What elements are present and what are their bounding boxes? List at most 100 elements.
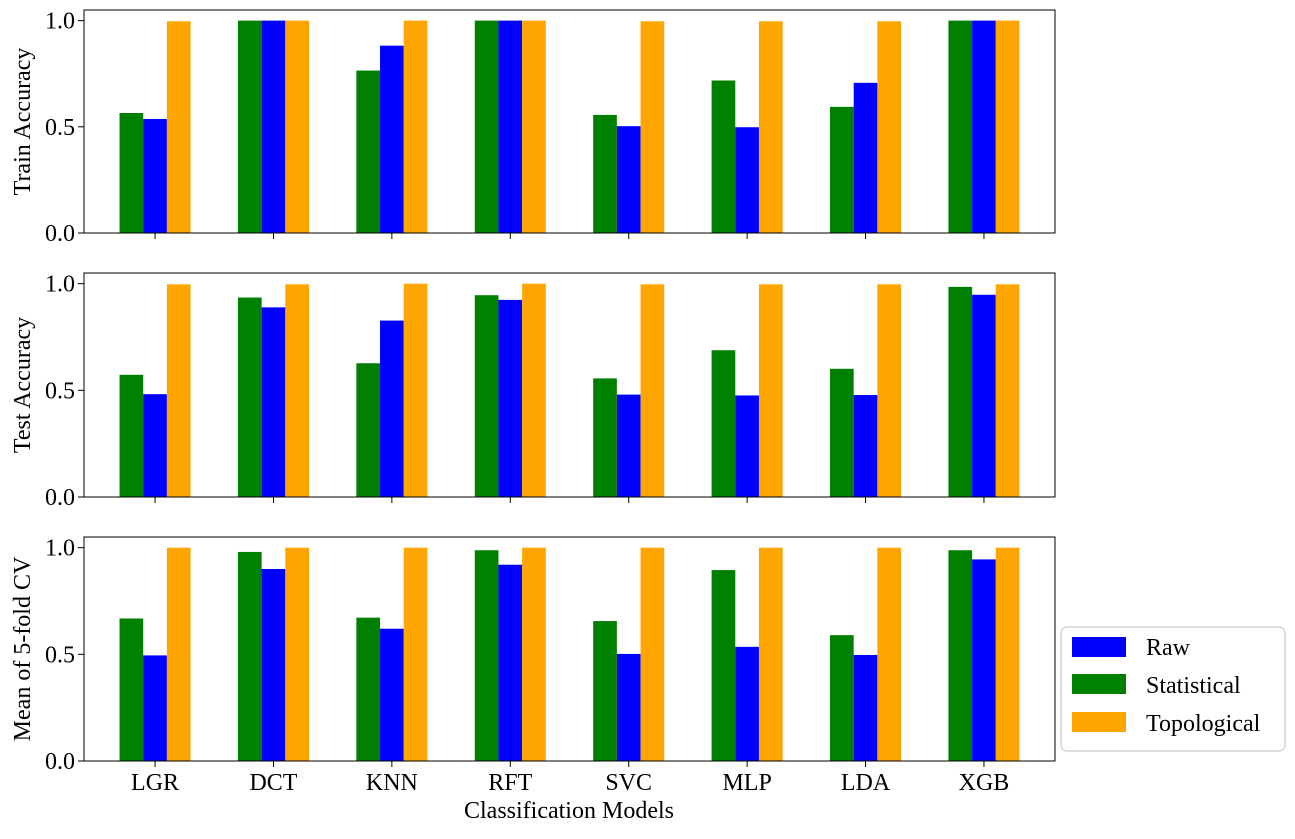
bar-statistical-rft [474,295,499,497]
bar-statistical-knn [356,363,381,497]
bar-topological-svc [640,284,665,497]
x-tick-label-lda: LDA [841,770,891,796]
bar-topological-mlp [758,547,783,761]
bar-statistical-lda [830,368,854,497]
bar-raw-lda [853,82,878,233]
subplot-1: 0.0 0.5 1.0 Train Accuracy [10,9,1056,247]
bar-statistical-svc [593,114,617,233]
bar-raw-rft [498,299,523,497]
bar-topological-lda [877,21,902,234]
bar-statistical-rft [474,550,499,761]
bar-topological-xgb [995,284,1020,497]
subplot-3: 0.0 0.5 1.0 LGR DCT KNN RFT SVC MLP LDA XGB Mean of… [10,536,1056,796]
bar-topological-lgr [166,547,191,761]
axes-frame [83,9,1056,234]
bar-topological-svc [640,547,665,761]
bar-raw-lgr [143,394,167,497]
bar-raw-dct [261,307,286,497]
bar-topological-dct [285,20,309,234]
bar-statistical-svc [593,378,617,497]
y-tick-label: 0.5 [45,378,75,404]
x-tick-label-mlp: MLP [722,770,771,796]
bar-raw-dct [261,569,286,761]
bar-raw-svc [616,126,641,233]
axes-frame [83,272,1056,498]
bar-statistical-knn [356,70,381,233]
bar-topological-lgr [166,21,191,234]
bar-statistical-dct [237,297,262,497]
bar-topological-xgb [995,547,1020,761]
y-axis-label: Mean of 5-fold CV [10,556,36,741]
bar-topological-lda [877,284,902,497]
bar-statistical-xgb [948,20,973,234]
legend-label-topological: Topological [1146,711,1261,737]
bar-raw-rft [498,20,523,234]
bar-topological-dct [285,547,309,761]
bar-raw-knn [380,320,404,497]
y-axis-label: Test Accuracy [10,317,36,453]
axes-frame [83,536,1056,762]
bar-raw-lda [853,654,878,761]
bar-raw-lgr [143,655,167,761]
x-tick-label-svc: SVC [605,770,652,796]
bar-raw-knn [380,45,404,234]
bar-raw-knn [380,628,404,761]
legend-label-statistical: Statistical [1146,673,1241,699]
x-tick-label-knn: KNN [366,770,418,796]
y-tick-label: 0.5 [45,642,75,668]
bar-statistical-dct [237,20,262,234]
bar-raw-lgr [143,118,167,233]
bar-statistical-xgb [948,286,973,497]
bar-raw-dct [261,20,286,234]
bar-raw-rft [498,564,523,761]
bar-raw-lda [853,395,878,497]
bar-raw-mlp [735,646,759,761]
y-tick-label: 1.0 [45,272,75,298]
bar-topological-knn [403,547,428,761]
bar-topological-rft [522,20,546,234]
bar-topological-mlp [758,284,783,497]
bar-raw-mlp [735,395,759,497]
subplots: 0.0 0.5 1.0 Train Accuracy 0.0 0.5 1.0 Test Acc… [10,9,1056,796]
y-tick-label: 0.0 [45,485,75,511]
bar-statistical-mlp [711,570,736,761]
bar-statistical-lda [830,106,854,233]
legend: Raw Statistical Topological [1060,626,1286,752]
bar-statistical-lgr [119,374,144,497]
bar-raw-mlp [735,127,759,233]
bar-statistical-lda [830,635,854,761]
bar-raw-xgb [972,559,996,761]
bar-topological-knn [403,20,428,234]
bar-raw-xgb [972,20,996,234]
y-tick-label: 0.5 [45,115,75,141]
bar-statistical-mlp [711,350,736,497]
y-tick-label: 0.0 [45,221,75,247]
bar-topological-lgr [166,284,191,497]
y-tick-label: 1.0 [45,536,75,562]
bar-statistical-xgb [948,550,973,761]
legend-label-raw: Raw [1146,635,1191,661]
y-axis-label: Train Accuracy [10,48,36,196]
bar-topological-rft [522,283,546,497]
bar-statistical-lgr [119,618,144,761]
legend-swatch-topological [1072,712,1126,732]
bar-topological-knn [403,283,428,497]
x-axis-label: Classification Models [464,798,674,824]
bar-raw-svc [616,394,641,497]
bar-topological-xgb [995,20,1020,234]
subplot-2: 0.0 0.5 1.0 Test Accuracy [10,272,1056,511]
bar-topological-dct [285,284,309,497]
bar-statistical-rft [474,20,499,234]
bar-statistical-lgr [119,113,144,233]
bar-statistical-mlp [711,80,736,233]
bar-raw-xgb [972,294,996,497]
x-tick-label-xgb: XGB [959,770,1010,796]
x-tick-label-rft: RFT [488,770,532,796]
bar-topological-svc [640,21,665,234]
y-tick-label: 1.0 [45,9,75,35]
y-tick-label: 0.0 [45,749,75,775]
bar-topological-rft [522,547,546,761]
x-tick-label-lgr: LGR [131,770,179,796]
legend-swatch-raw [1072,637,1126,657]
